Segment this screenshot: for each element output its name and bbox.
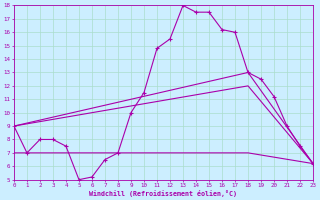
X-axis label: Windchill (Refroidissement éolien,°C): Windchill (Refroidissement éolien,°C) [90, 190, 237, 197]
